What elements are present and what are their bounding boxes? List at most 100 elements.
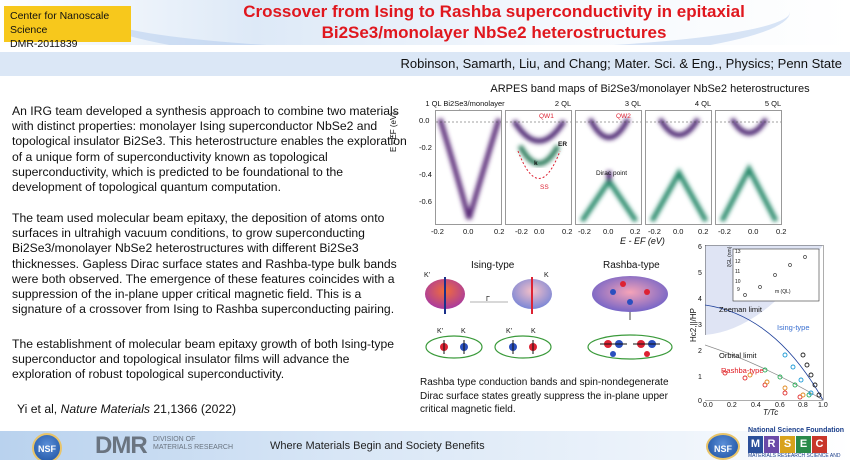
annotation-k: k xyxy=(534,160,538,167)
arpes-title: ARPES band maps of Bi2Se3/monolayer NbSe… xyxy=(490,83,810,95)
arpes-x-axis-label: E - EF (eV) xyxy=(620,236,665,246)
citation-authors: Yi et al, xyxy=(17,402,61,416)
arpes-y-axis-label: E - EF (eV) xyxy=(389,111,398,152)
hc2-ytick: 3 xyxy=(698,322,702,329)
mrsec-logo: M R S E C xyxy=(748,436,827,453)
dmr-sub-line-2: MATERIALS RESEARCH xyxy=(153,444,233,451)
mrsec-letter: C xyxy=(812,436,827,453)
mrsec-letter: E xyxy=(796,436,811,453)
title-line-1: Crossover from Ising to Rashba supercond… xyxy=(243,2,745,21)
citation-journal: Nature Materials xyxy=(60,402,151,416)
arpes-xtick: 0.0 xyxy=(673,227,684,236)
mrsec-subtitle: MATERIALS RESEARCH SCIENCE AND xyxy=(748,453,841,459)
nsf-foundation-text: National Science Foundation xyxy=(748,427,845,434)
arpes-ytick: -0.6 xyxy=(419,197,432,206)
inset-x-label: m (QL) xyxy=(775,289,791,295)
label-k-prime: K' xyxy=(424,272,431,279)
arpes-xtick: -0.2 xyxy=(718,227,731,236)
arpes-xtick: -0.2 xyxy=(648,227,661,236)
inset-ytick: 11 xyxy=(735,269,741,275)
arpes-bands-1ql xyxy=(436,118,501,220)
center-name: Center for Nanoscale Science xyxy=(10,10,110,36)
center-label-box: Center for Nanoscale Science DMR-2011839 xyxy=(4,6,131,50)
mrsec-letter: S xyxy=(780,436,795,453)
hc2-ytick: 6 xyxy=(698,244,702,251)
arpes-ytick: -0.4 xyxy=(419,170,432,179)
dmr-logo: DMR xyxy=(95,432,148,459)
rashba-title: Rashba-type xyxy=(603,260,660,271)
nsf-logo-text: NSF xyxy=(38,444,56,454)
arpes-xtick: 0.0 xyxy=(748,227,759,236)
title-line-2: Bi2Se3/monolayer NbSe2 heterostructures xyxy=(321,23,667,42)
hc2-ytick: 2 xyxy=(698,348,702,355)
page-title: Crossover from Ising to Rashba supercond… xyxy=(138,1,850,43)
label-k: K xyxy=(544,272,549,279)
hc2-y-axis-label: Hc2,||/HP xyxy=(689,308,698,342)
rashba-type-label: Rashba-type xyxy=(721,366,764,375)
dmr-subtitle: DIVISION OF MATERIALS RESEARCH xyxy=(153,436,233,452)
label-k: K xyxy=(461,328,466,335)
label-k: K xyxy=(531,328,536,335)
mrsec-letter: M xyxy=(748,436,763,453)
label-k-prime: K' xyxy=(506,328,513,335)
annotation-qw2: QW2 xyxy=(616,113,631,120)
panel-label-3ql: 3 QL xyxy=(624,99,642,108)
nsf-logo-text: NSF xyxy=(714,444,732,454)
annotation-qw1: QW1 xyxy=(539,113,554,120)
hc2-chart xyxy=(704,244,824,401)
arpes-map-1ql xyxy=(435,110,502,225)
annotation-ss: SS xyxy=(540,184,549,191)
arpes-map-4ql xyxy=(645,110,712,225)
dmr-sub-line-1: DIVISION OF xyxy=(153,436,196,443)
hc2-ytick: 4 xyxy=(698,296,702,303)
citation-details: 21,1366 (2022) xyxy=(150,402,237,416)
inset-ytick: 10 xyxy=(735,279,741,285)
annotation-dirac-point: Dirac point xyxy=(596,170,628,177)
label-gamma: Γ xyxy=(486,296,490,303)
citation: Yi et al, Nature Materials 21,1366 (2022… xyxy=(17,402,236,416)
annotation-er: ER xyxy=(558,141,568,148)
panel-label-5ql: 5 QL xyxy=(764,99,782,108)
arpes-map-5ql xyxy=(715,110,782,225)
orbital-limit-label: Orbital limit xyxy=(719,351,757,360)
label-k-prime: K' xyxy=(437,328,444,335)
paragraph-intro: An IRG team developed a synthesis approa… xyxy=(12,104,407,195)
footer-tagline: Where Materials Begin and Society Benefi… xyxy=(270,440,485,452)
hc2-ytick: 0 xyxy=(698,398,702,405)
arpes-xtick: 0.2 xyxy=(494,227,505,236)
hc2-xtick: 1.0 xyxy=(818,402,828,409)
rashba-diagram xyxy=(587,276,673,360)
panel-label-2ql: 2 QL xyxy=(554,99,572,108)
nsf-logo: NSF xyxy=(706,433,740,460)
hc2-xtick: 0.4 xyxy=(751,402,761,409)
arpes-xtick: 0.2 xyxy=(630,227,641,236)
arpes-xtick: 0.0 xyxy=(603,227,614,236)
arpes-bands-4ql xyxy=(646,117,711,223)
arpes-ytick: 0.0 xyxy=(419,116,430,125)
figure-caption: Rashba type conduction bands and spin-no… xyxy=(420,377,669,415)
hc2-xtick: 0.0 xyxy=(703,402,713,409)
arpes-xtick: 0.2 xyxy=(562,227,573,236)
hc2-ytick: 1 xyxy=(698,374,702,381)
authors: Robinson, Samarth, Liu, and Chang; Mater… xyxy=(400,56,842,71)
hc2-ytick: 5 xyxy=(698,270,702,277)
arpes-xtick: 0.2 xyxy=(776,227,787,236)
nsf-logo: NSF xyxy=(32,433,62,460)
hc2-xtick: 0.6 xyxy=(775,402,785,409)
hc2-x-axis-label: T/Tc xyxy=(763,408,779,417)
ising-schematic: K' K Γ K' K K' K xyxy=(420,272,560,364)
arpes-ytick: -0.2 xyxy=(419,143,432,152)
paragraph-method: The team used molecular beam epitaxy, th… xyxy=(12,211,397,317)
arpes-xtick: 0.0 xyxy=(534,227,545,236)
authors-bar xyxy=(0,52,850,76)
hc2-xtick: 0.8 xyxy=(798,402,808,409)
inset-ytick: 12 xyxy=(735,259,741,265)
arpes-xtick: 0.0 xyxy=(463,227,474,236)
arpes-xtick: -0.2 xyxy=(578,227,591,236)
arpes-bands-2ql xyxy=(506,119,571,179)
arpes-map-2ql xyxy=(505,110,572,225)
mrsec-letter: R xyxy=(764,436,779,453)
arpes-bands-3ql xyxy=(576,117,641,223)
arpes-xtick: -0.2 xyxy=(431,227,444,236)
arpes-xtick: -0.2 xyxy=(515,227,528,236)
